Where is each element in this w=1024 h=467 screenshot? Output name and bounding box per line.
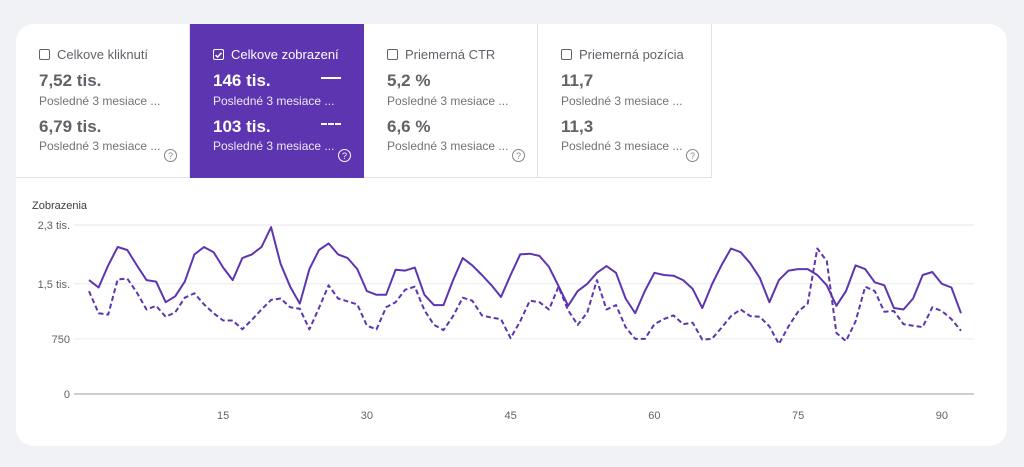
tile-value-previous: 6,6 % xyxy=(387,117,431,136)
x-tick-label: 75 xyxy=(792,410,804,422)
y-tick-label: 2,3 tis. xyxy=(38,220,70,232)
tile-header: Celkove zobrazení xyxy=(213,47,339,62)
metric-tiles: Celkove kliknutí 7,52 tis. Posledné 3 me… xyxy=(16,24,713,178)
tile-period-current: Posledné 3 mesiace ... xyxy=(387,94,509,108)
tile-value-previous: 6,79 tis. xyxy=(39,117,102,136)
tile-header: Priemerná CTR xyxy=(387,47,495,62)
help-icon[interactable]: ? xyxy=(338,149,351,162)
tile-header: Celkove kliknutí xyxy=(39,47,148,62)
checkbox-icon[interactable] xyxy=(561,49,572,60)
tile-label: Celkove kliknutí xyxy=(57,47,149,62)
help-icon[interactable]: ? xyxy=(512,149,525,162)
help-icon[interactable]: ? xyxy=(164,149,177,162)
x-tick-label: 90 xyxy=(936,410,948,422)
tile-period-previous: Posledné 3 mesiace ... xyxy=(213,139,335,153)
tile-ctr[interactable]: Priemerná CTR 5,2 % Posledné 3 mesiace .… xyxy=(364,24,538,178)
tile-value-current: 11,7 xyxy=(561,71,594,90)
checkbox-icon[interactable] xyxy=(387,49,398,60)
y-tick-label: 750 xyxy=(52,334,70,346)
tile-period-current: Posledné 3 mesiace ... xyxy=(213,94,335,108)
tile-period-previous: Posledné 3 mesiace ... xyxy=(561,139,683,153)
chart-y-axis-label: Zobrazenia xyxy=(32,200,88,212)
tile-period-current: Posledné 3 mesiace ... xyxy=(39,94,161,108)
tile-value-current: 5,2 % xyxy=(387,71,431,90)
help-icon[interactable]: ? xyxy=(686,149,699,162)
tile-period-current: Posledné 3 mesiace ... xyxy=(561,94,683,108)
y-tick-label: 1,5 tis. xyxy=(38,279,70,291)
tile-label: Celkove zobrazení xyxy=(231,47,339,62)
checkbox-checked-icon[interactable] xyxy=(213,49,224,60)
legend-solid-line-icon xyxy=(321,77,341,79)
tile-value-current: 146 tis. xyxy=(213,71,271,90)
tile-value-previous: 103 tis. xyxy=(213,117,271,136)
tile-label: Priemerná pozícia xyxy=(579,47,684,62)
tile-header: Priemerná pozícia xyxy=(561,47,684,62)
series-line-current xyxy=(88,226,962,315)
performance-card: Celkove kliknutí 7,52 tis. Posledné 3 me… xyxy=(16,24,1007,446)
tile-period-previous: Posledné 3 mesiace ... xyxy=(39,139,161,153)
tile-value-previous: 11,3 xyxy=(561,117,594,136)
x-tick-label: 15 xyxy=(217,410,229,422)
x-tick-label: 45 xyxy=(505,410,517,422)
tile-label: Priemerná CTR xyxy=(405,47,496,62)
impressions-line-chart: 0 750 1,5 tis. 2,3 tis. 15 30 45 60 75 90 xyxy=(38,220,974,422)
series-line-previous xyxy=(88,247,962,345)
legend-dashed-line-icon xyxy=(321,123,341,125)
tile-value-current: 7,52 tis. xyxy=(39,71,102,90)
x-tick-label: 30 xyxy=(361,410,373,422)
tile-period-previous: Posledné 3 mesiace ... xyxy=(387,139,509,153)
checkbox-icon[interactable] xyxy=(39,49,50,60)
y-tick-label: 0 xyxy=(64,389,70,401)
tile-impressions[interactable]: Celkove zobrazení 146 tis. Posledné 3 me… xyxy=(190,24,364,178)
x-tick-label: 60 xyxy=(648,410,660,422)
tile-position[interactable]: Priemerná pozícia 11,7 Posledné 3 mesiac… xyxy=(538,24,712,178)
tile-clicks[interactable]: Celkove kliknutí 7,52 tis. Posledné 3 me… xyxy=(16,24,190,178)
